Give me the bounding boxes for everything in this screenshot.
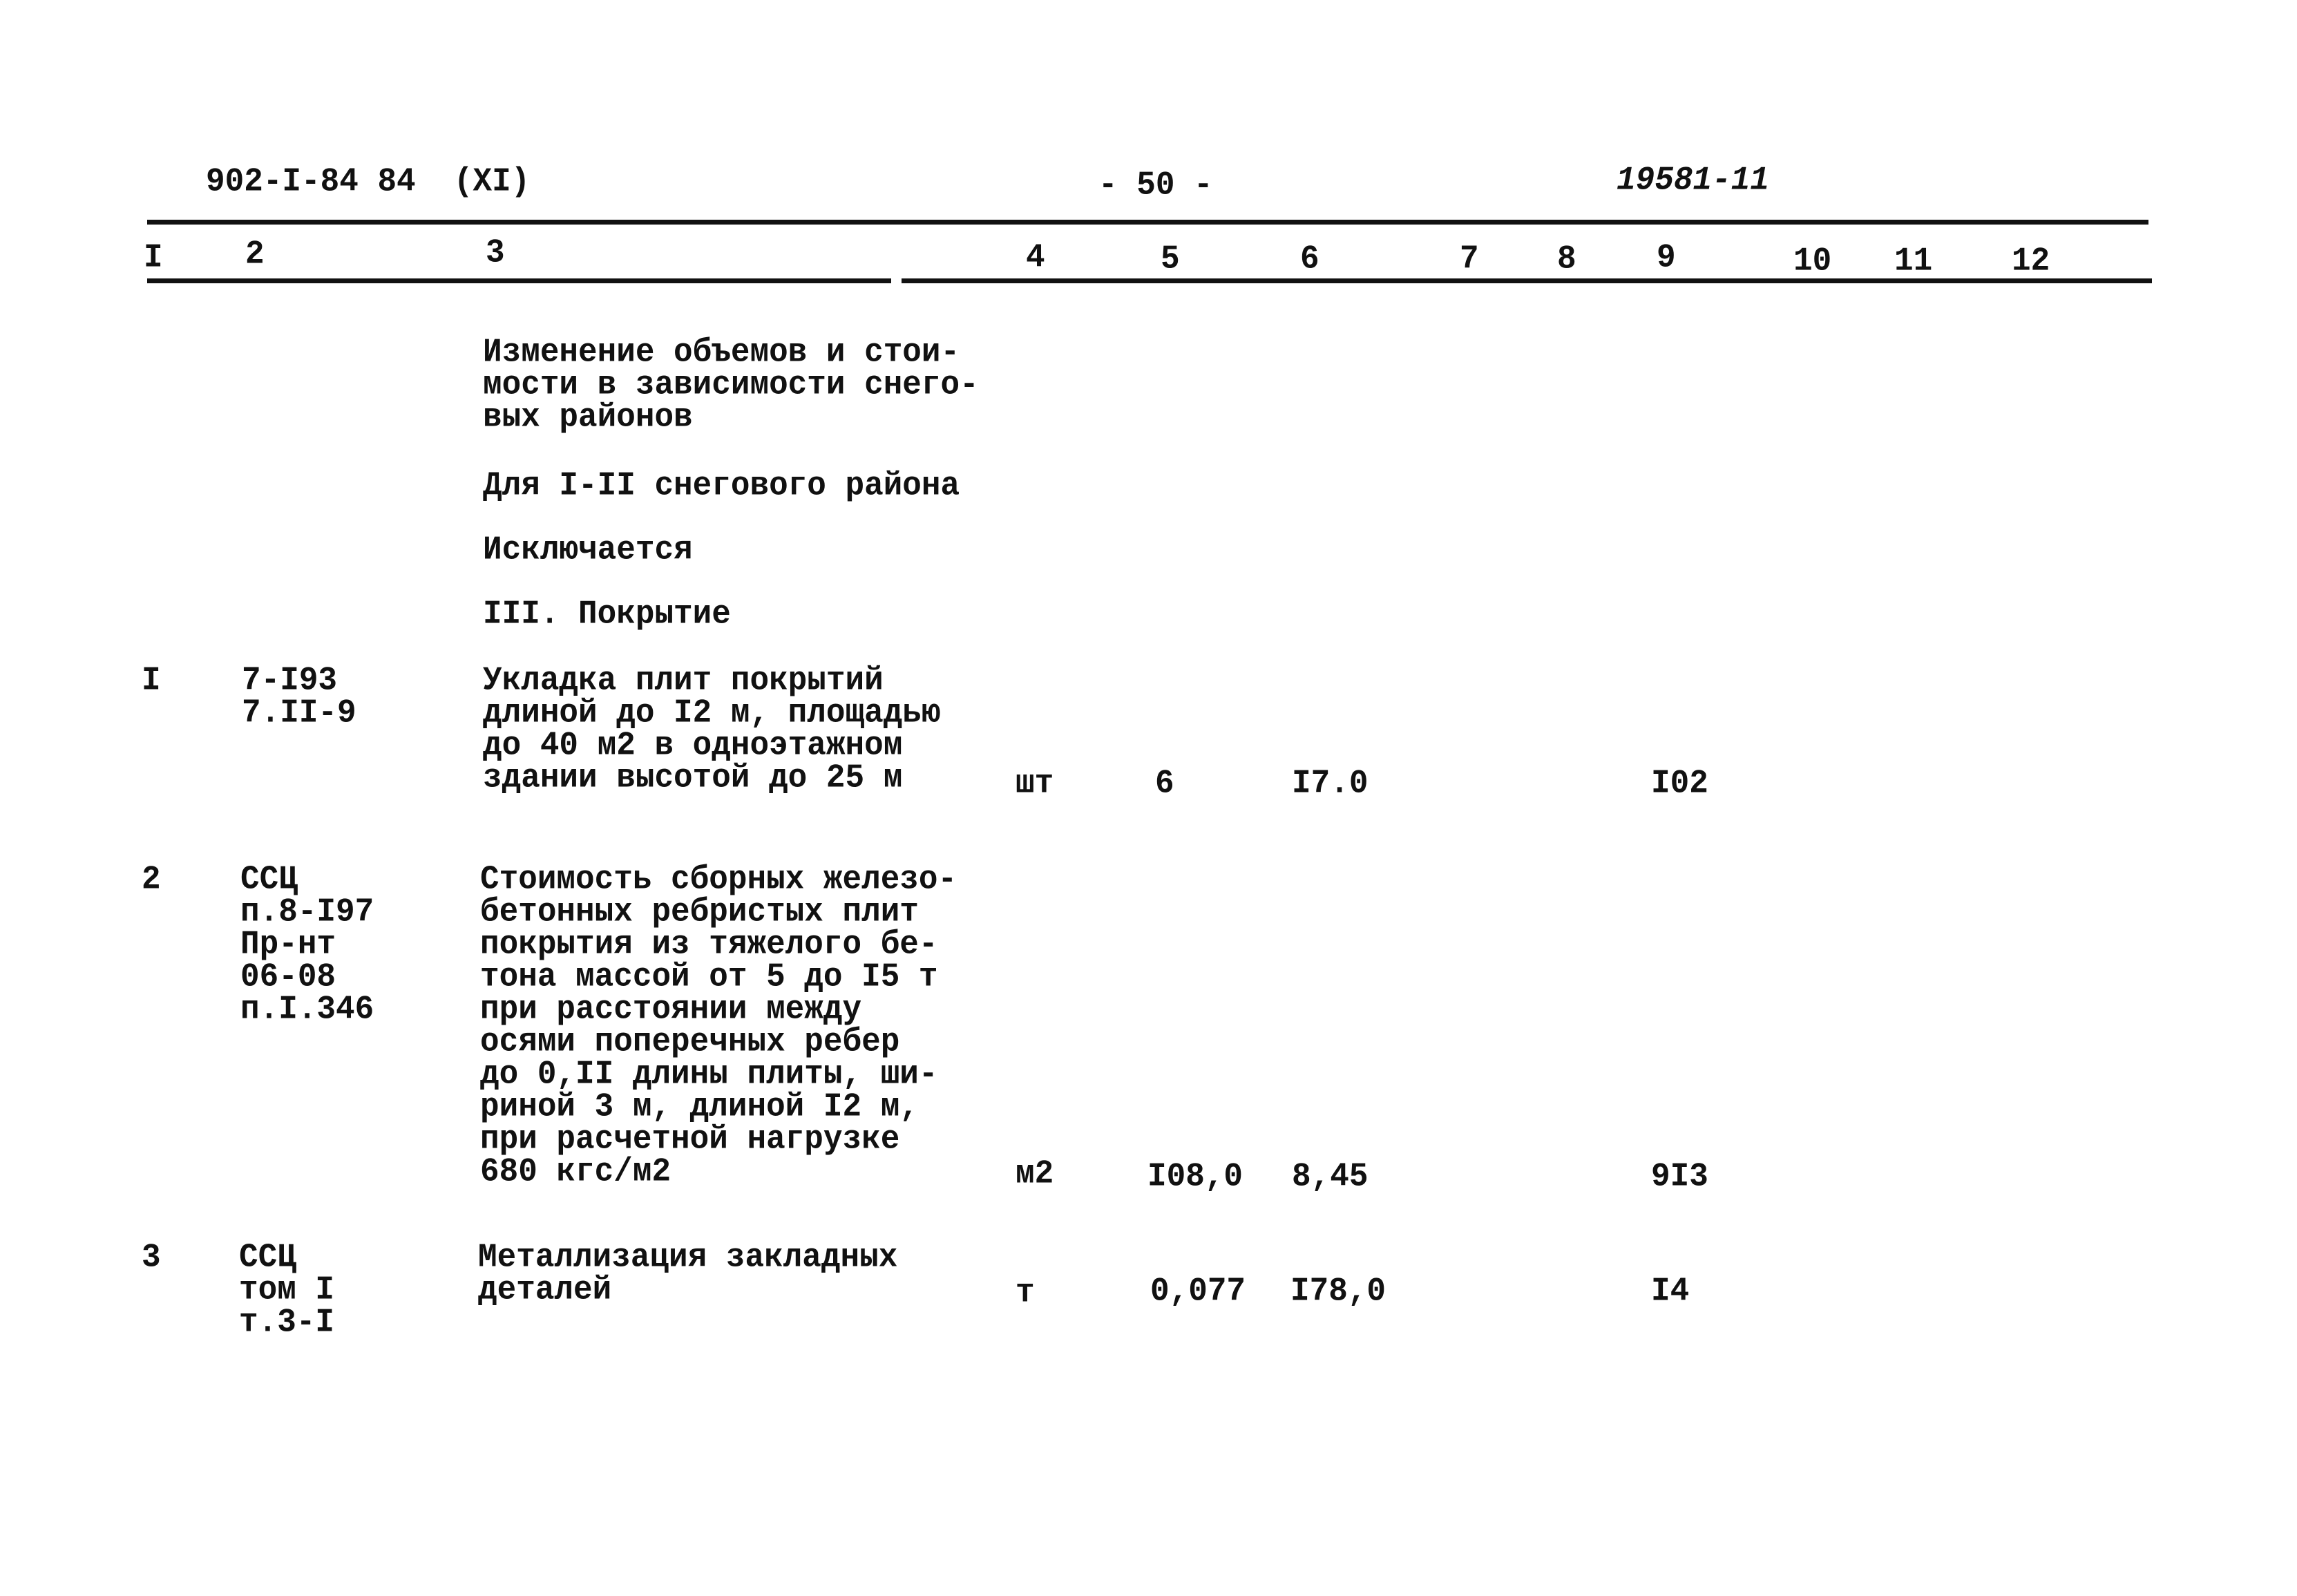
row-description: при расстоянии между: [480, 990, 862, 1029]
row-description: Стоимость сборных железо-: [480, 860, 957, 899]
row-description: здании высотой до 25 м: [483, 759, 903, 797]
intro-line: вых районов: [483, 398, 693, 437]
row-unit-price: 8,45: [1292, 1157, 1369, 1196]
column-header: 2: [245, 235, 265, 274]
row-description: деталей: [478, 1271, 612, 1309]
column-header: 8: [1557, 240, 1576, 278]
column-header: I: [144, 238, 163, 277]
excluded-label: Исключается: [483, 531, 693, 569]
row-description: до 40 м2 в одноэтажном: [483, 726, 903, 765]
row-reference: Пр-нт: [240, 925, 336, 964]
row-quantity: 0,077: [1150, 1272, 1246, 1311]
row-description: риной 3 м, длиной I2 м,: [480, 1087, 919, 1126]
row-unit: м2: [1016, 1155, 1054, 1193]
row-number: 3: [142, 1238, 161, 1277]
row-quantity: 6: [1155, 764, 1174, 803]
intro-line: мости в зависимости снего-: [483, 365, 979, 404]
row-reference: ССЦ: [239, 1238, 296, 1277]
intro-line: Изменение объемов и стои-: [483, 333, 960, 372]
row-total: I02: [1651, 764, 1708, 803]
row-unit-price: I7.0: [1292, 764, 1369, 803]
row-description: бетонных ребристых плит: [480, 893, 919, 931]
column-header: 4: [1026, 238, 1045, 277]
row-description: осями поперечных ребер: [480, 1023, 900, 1061]
row-description: 680 кгс/м2: [480, 1152, 671, 1191]
inventory-number: 19581-11: [1617, 161, 1769, 200]
row-reference: 7.II-9: [242, 694, 356, 732]
column-header: 10: [1793, 242, 1832, 281]
row-reference: 06-08: [240, 958, 336, 996]
column-header: 9: [1657, 238, 1676, 277]
row-description: Укладка плит покрытий: [483, 661, 884, 700]
page-number: - 50 -: [1098, 166, 1213, 205]
header-rule-right: [902, 278, 2152, 283]
row-reference: т.3-I: [239, 1303, 335, 1342]
document-code: 902-I-84 84 (XI): [206, 162, 531, 201]
top-rule: [147, 220, 2148, 225]
section-heading: III. Покрытие: [483, 595, 731, 634]
column-header: 3: [486, 234, 505, 272]
row-description: при расчетной нагрузке: [480, 1120, 900, 1159]
row-description: длиной до I2 м, площадью: [483, 694, 941, 732]
row-description: покрытия из тяжелого бе-: [480, 925, 938, 964]
row-reference: том I: [239, 1271, 335, 1309]
row-unit-price: I78,0: [1290, 1272, 1386, 1311]
snow-region-heading: Для I-II снегового района: [483, 466, 960, 505]
row-description: тона массой от 5 до I5 т: [480, 958, 938, 996]
row-number: I: [142, 661, 161, 700]
row-quantity: I08,0: [1147, 1157, 1243, 1196]
column-header: 12: [2012, 242, 2050, 281]
row-unit: т: [1016, 1273, 1035, 1312]
header-rule-left: [147, 278, 891, 283]
column-header: 11: [1894, 242, 1933, 281]
row-total: I4: [1651, 1272, 1690, 1311]
row-description: Металлизация закладных: [478, 1238, 898, 1277]
row-unit: шт: [1016, 764, 1054, 803]
row-number: 2: [142, 860, 161, 899]
row-description: до 0,II длины плиты, ши-: [480, 1055, 938, 1094]
row-reference: п.8-I97: [240, 893, 374, 931]
column-header: 5: [1161, 240, 1180, 278]
row-reference: ССЦ: [240, 860, 298, 899]
row-reference: п.I.346: [240, 990, 374, 1029]
column-header: 6: [1300, 240, 1319, 278]
row-total: 9I3: [1651, 1157, 1708, 1196]
column-header: 7: [1460, 240, 1479, 278]
row-reference: 7-I93: [242, 661, 338, 700]
